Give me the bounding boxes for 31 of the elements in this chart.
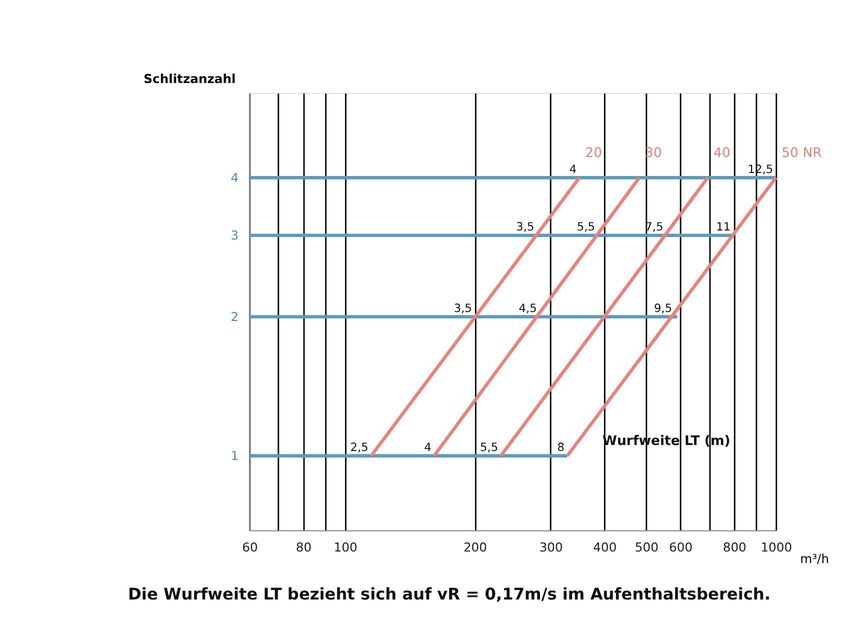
series-label: 20 — [585, 146, 602, 161]
annotation: 9,5 — [654, 300, 672, 315]
x-tick-label: 300 — [539, 540, 564, 555]
x-tick-label: 60 — [242, 540, 258, 555]
y-tick-label: 4 — [230, 170, 239, 185]
annotation: 2,5 — [350, 440, 368, 454]
y-tick-label: 2 — [230, 310, 239, 324]
x-tick-label: 200 — [463, 540, 488, 555]
annotation: 4 — [424, 440, 432, 454]
x-axis-title: m³/h — [800, 552, 830, 566]
y-tick-label: 3 — [230, 228, 239, 243]
x-tick-label: 100 — [334, 540, 358, 555]
x-tick-label: 400 — [593, 540, 617, 555]
annotation: 4 — [569, 162, 577, 176]
annotation: 4,5 — [518, 300, 537, 315]
x-tick-label: 500 — [634, 540, 659, 555]
annotation: 3,5 — [454, 300, 472, 315]
annotation: 8 — [557, 440, 564, 454]
x-tick-label: 600 — [669, 540, 693, 555]
annotation: 5,5 — [576, 220, 595, 234]
annotation: 3,5 — [516, 220, 534, 234]
x-tick-label: 1000 — [760, 540, 792, 555]
annotation: 5,5 — [480, 440, 498, 454]
y-tick-label: 1 — [230, 449, 239, 464]
series-label: 40 — [714, 146, 730, 161]
x-tick-label: 80 — [296, 540, 312, 555]
series-label: 50 NR — [782, 146, 822, 161]
y-axis-title: Schlitzanzahl — [144, 72, 236, 86]
x-tick-label: 800 — [722, 540, 747, 555]
annotation: 11 — [716, 220, 731, 234]
text: Die Wurfweite LT bezieht sich auf vR = 0,17m/s im Aufenthaltsbereich. — [128, 584, 771, 604]
